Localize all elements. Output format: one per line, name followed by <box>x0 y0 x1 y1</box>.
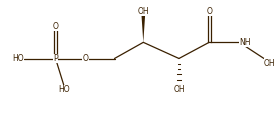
Text: HO: HO <box>58 85 70 94</box>
Polygon shape <box>142 16 145 42</box>
Text: O: O <box>83 54 89 63</box>
Text: P: P <box>53 54 58 63</box>
Text: NH: NH <box>239 38 251 47</box>
Text: OH: OH <box>138 7 149 16</box>
Text: OH: OH <box>264 58 275 68</box>
Text: O: O <box>206 7 212 16</box>
Text: O: O <box>53 22 58 31</box>
Text: OH: OH <box>173 85 185 94</box>
Text: HO: HO <box>13 54 24 63</box>
